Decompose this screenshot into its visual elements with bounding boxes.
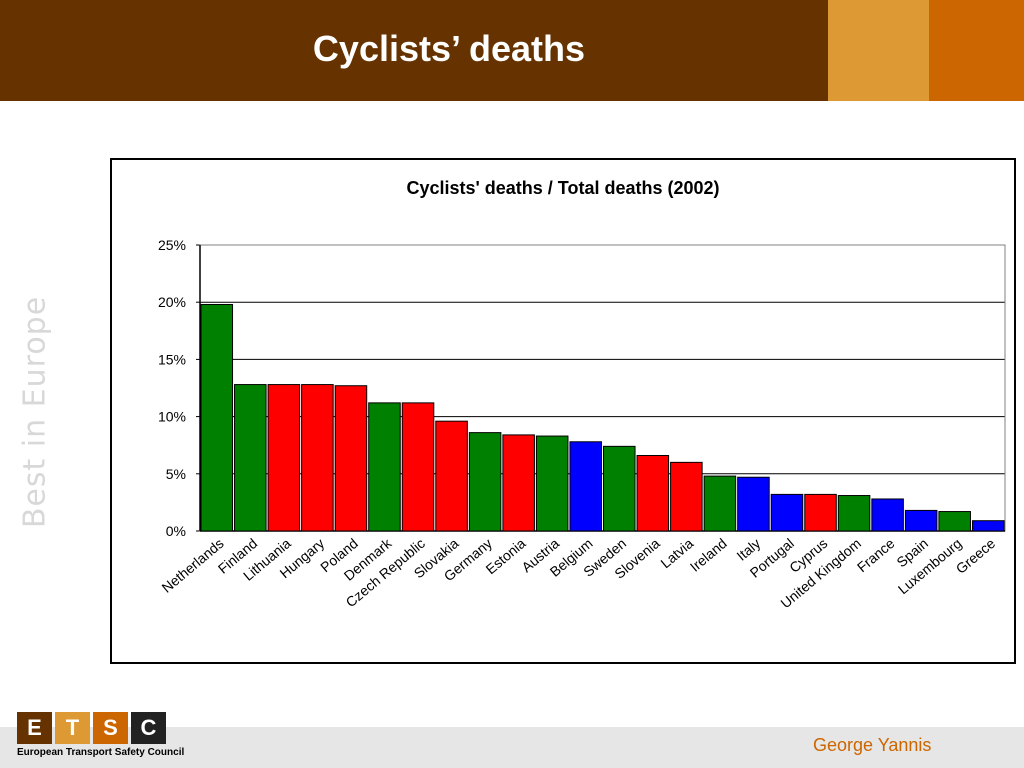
y-tick-label: 20% [158,294,186,310]
y-tick-label: 25% [158,237,186,253]
bar [368,402,401,532]
bar [837,495,871,532]
bar [603,445,636,532]
header-accent-light [828,0,929,101]
author-name: George Yannis [813,735,932,755]
bar [234,384,267,532]
bar [737,476,770,532]
bar [267,384,301,532]
bar [334,385,368,532]
bar [569,441,603,532]
header-bar [0,0,1024,101]
bar [435,420,468,532]
bar [670,461,703,532]
logo-caption: European Transport Safety Council [17,747,185,758]
bar-chart: 0%5%10%15%20%25%NetherlandsFinlandLithua… [158,237,1006,611]
x-tick-label: France [854,535,898,575]
y-tick-label: 0% [166,523,186,539]
bar [770,493,804,532]
logo-letter-e: E [17,712,52,744]
header-accent-dark [929,0,1024,101]
y-tick-label: 5% [166,466,186,482]
logo-letter-t: T [55,712,90,744]
chart-title: Cyclists' deaths / Total deaths (2002) [406,178,720,198]
bar [636,454,670,532]
side-text: Best in Europe [17,295,53,529]
bar [401,402,435,532]
footer-bar [0,727,1024,768]
y-tick-label: 15% [158,351,186,367]
slide-title: Cyclists’ deaths [312,28,586,69]
logo-letter-s: S [93,712,128,744]
bar [971,520,1005,532]
etsc-logo: E T S C European Transport Safety Counci… [17,712,184,758]
bar [301,384,334,532]
bar [502,434,535,532]
bar [535,435,569,532]
y-tick-label: 10% [158,409,186,425]
bar [804,493,837,532]
logo-letter-c: C [131,712,166,744]
bar [904,509,938,532]
x-tick-label: Ireland [687,535,730,575]
bar [703,475,737,532]
chart-frame: Cyclists' deaths / Total deaths (2002) 0… [110,158,1016,664]
bar [468,432,502,532]
x-tick-label: Greece [953,535,999,577]
bar [938,511,971,532]
bar [200,303,234,532]
bar [871,498,904,532]
